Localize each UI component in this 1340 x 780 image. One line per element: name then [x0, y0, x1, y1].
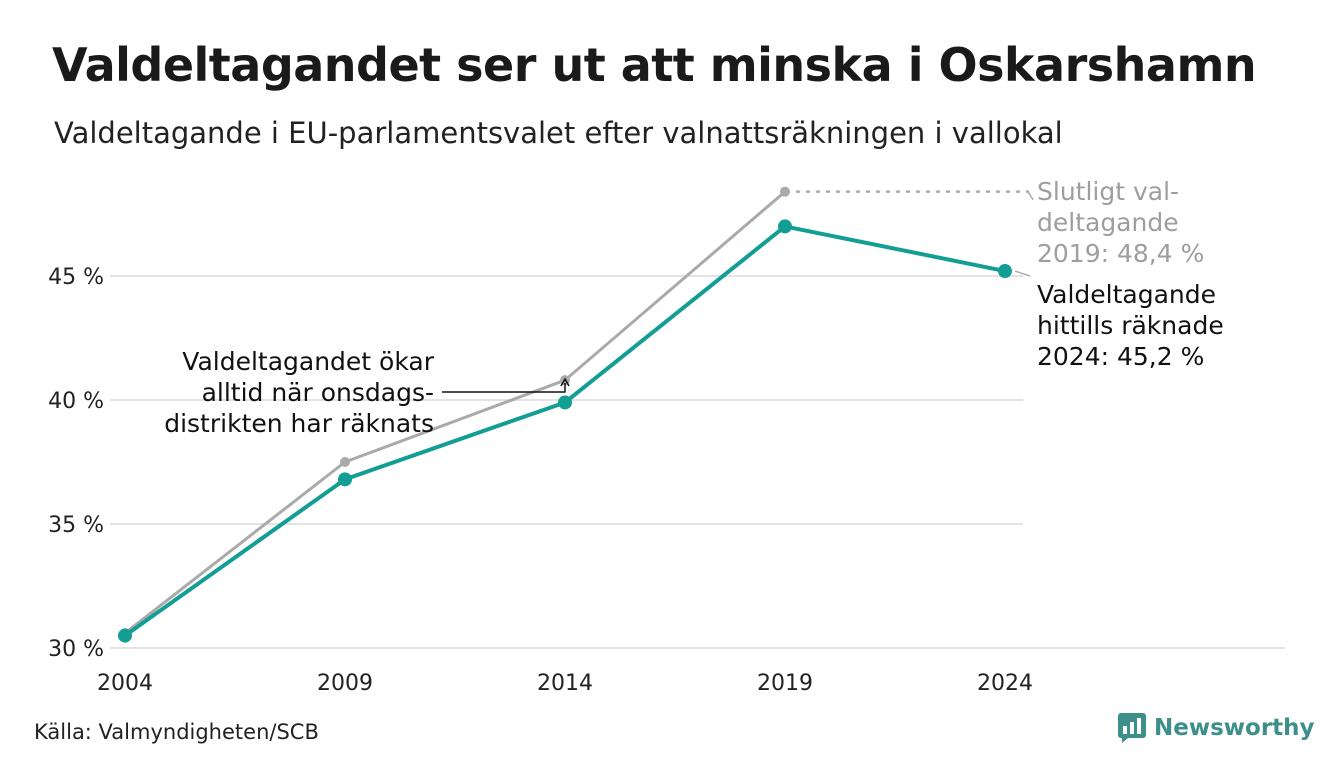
counted-series-label: 2024: 45,2 % — [1037, 342, 1204, 371]
annotation-note: Valdeltagandet ökar — [182, 347, 434, 376]
x-tick-label: 2009 — [317, 671, 373, 696]
data-point-counted — [998, 264, 1012, 279]
data-point-counted — [118, 628, 132, 643]
y-tick-label: 35 % — [48, 513, 104, 538]
data-point-counted — [778, 219, 792, 234]
series-line-final — [124, 190, 786, 635]
final-series-label: Slutligt val- — [1037, 177, 1179, 206]
x-tick-label: 2014 — [537, 671, 593, 696]
final-label-leader — [1027, 191, 1034, 201]
brand-logo[interactable]: Newsworthy — [1118, 713, 1315, 743]
final-series-label: 2019: 48,4 % — [1037, 239, 1204, 268]
annotation-note: distrikten har räknats — [164, 409, 434, 438]
annotation-arrow-line — [442, 383, 566, 393]
y-tick-label: 45 % — [48, 265, 104, 290]
counted-series-label: hittills räknade — [1037, 311, 1224, 340]
counted-label-leader — [1014, 270, 1031, 277]
data-point-counted — [338, 472, 352, 487]
data-point-final — [340, 457, 350, 467]
final-series-label: deltagande — [1037, 208, 1179, 237]
x-tick-label: 2004 — [97, 671, 153, 696]
x-tick-label: 2019 — [757, 671, 813, 696]
data-point-final — [780, 186, 790, 197]
annotation-arrow-head — [560, 377, 570, 387]
newsworthy-logo-icon — [1118, 713, 1146, 743]
data-point-counted — [558, 395, 572, 410]
source-note: Källa: Valmyndigheten/SCB — [34, 720, 319, 744]
annotation-note: alltid när onsdags- — [202, 378, 434, 407]
y-tick-label: 30 % — [48, 637, 104, 662]
counted-series-label: Valdeltagande — [1037, 280, 1216, 309]
chart-title: Valdeltagandet ser ut att minska i Oskar… — [52, 38, 1257, 92]
brand-name: Newsworthy — [1154, 715, 1315, 741]
chart-subtitle: Valdeltagande i EU-parlamentsvalet efter… — [54, 116, 1063, 150]
x-tick-label: 2024 — [977, 671, 1033, 696]
y-tick-label: 40 % — [48, 389, 104, 414]
